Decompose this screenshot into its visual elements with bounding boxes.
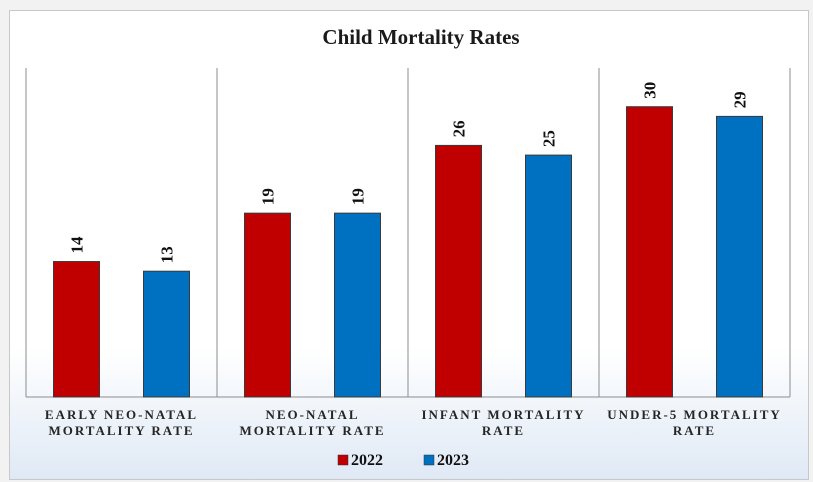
bar-2023-3 (525, 154, 572, 398)
category-label: MORTALITY RATE (239, 423, 385, 438)
bar-2022-3 (435, 144, 482, 398)
chart-title: Child Mortality Rates (322, 25, 519, 49)
category-label: NEO-NATAL (265, 407, 359, 422)
legend-label-2022: 2022 (351, 452, 383, 469)
legend-swatch-2022 (337, 454, 349, 466)
data-label: 25 (540, 130, 559, 147)
legend: 2022 2023 (337, 452, 469, 469)
category-label: EARLY NEO-NATAL (45, 407, 198, 422)
bar-2023-4 (716, 115, 763, 398)
bar-2023-2 (334, 212, 381, 398)
legend-swatch-2023 (423, 454, 435, 466)
data-label: 14 (68, 236, 87, 254)
bar-2022-4 (626, 106, 673, 398)
category-label: MORTALITY RATE (48, 423, 194, 438)
data-label: 19 (349, 188, 368, 205)
data-label: 29 (731, 91, 750, 108)
bar-2022-2 (244, 212, 291, 398)
data-label: 19 (259, 188, 278, 205)
category-label: INFANT MORTALITY (421, 407, 585, 422)
chart-frame (9, 10, 809, 480)
category-label: RATE (482, 423, 525, 438)
legend-label-2023: 2023 (437, 452, 469, 469)
category-label: RATE (673, 423, 716, 438)
data-label: 13 (158, 246, 177, 263)
bar-2023-1 (143, 270, 190, 398)
category-label: UNDER-5 MORTALITY (607, 407, 782, 422)
bar-2022-1 (53, 261, 100, 398)
data-label: 26 (450, 120, 469, 137)
data-label: 30 (641, 82, 660, 99)
